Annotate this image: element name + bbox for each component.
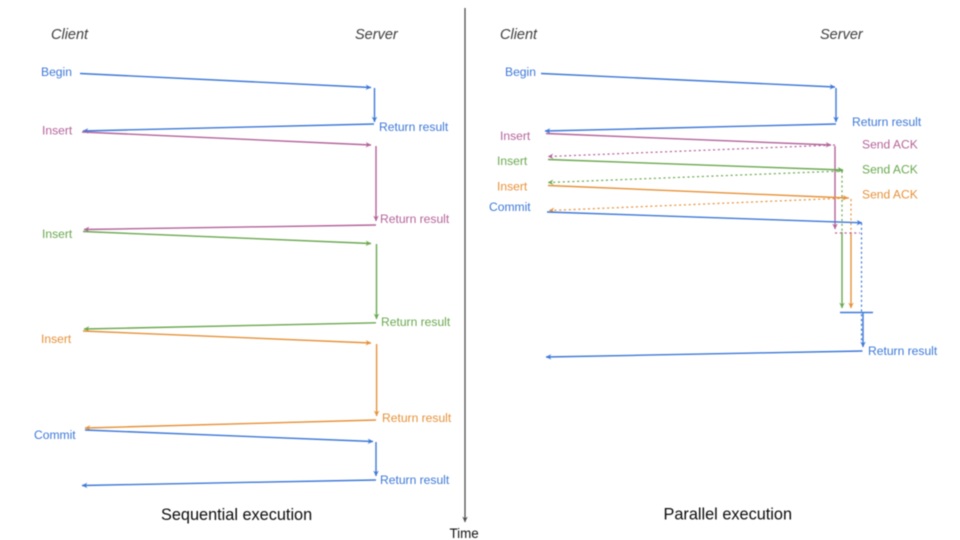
svg-text:Return result: Return result (380, 473, 450, 487)
svg-text:Insert: Insert (42, 124, 73, 138)
svg-text:Begin: Begin (41, 65, 72, 79)
svg-text:Insert: Insert (41, 332, 72, 346)
svg-text:Return result: Return result (382, 411, 452, 425)
svg-text:Return result: Return result (868, 344, 938, 358)
svg-text:Insert: Insert (42, 227, 73, 241)
svg-text:Insert: Insert (497, 154, 528, 168)
svg-text:Send ACK: Send ACK (862, 188, 918, 202)
svg-text:Server: Server (355, 27, 399, 43)
svg-text:Insert: Insert (500, 129, 531, 143)
svg-text:Client: Client (51, 27, 89, 43)
svg-text:Send ACK: Send ACK (862, 163, 918, 177)
svg-text:Server: Server (820, 27, 864, 43)
svg-text:Parallel execution: Parallel execution (664, 506, 793, 524)
svg-text:Time: Time (450, 526, 479, 540)
svg-text:Return result: Return result (381, 315, 451, 329)
svg-text:Insert: Insert (497, 180, 528, 194)
svg-text:Return result: Return result (380, 212, 450, 226)
svg-text:Sequential execution: Sequential execution (161, 506, 312, 524)
svg-text:Send ACK: Send ACK (862, 138, 918, 152)
svg-text:Return result: Return result (852, 115, 922, 129)
svg-text:Commit: Commit (34, 428, 76, 442)
svg-text:Commit: Commit (489, 200, 531, 214)
svg-text:Begin: Begin (505, 65, 536, 79)
svg-text:Client: Client (500, 27, 538, 43)
svg-text:Return result: Return result (379, 120, 449, 134)
